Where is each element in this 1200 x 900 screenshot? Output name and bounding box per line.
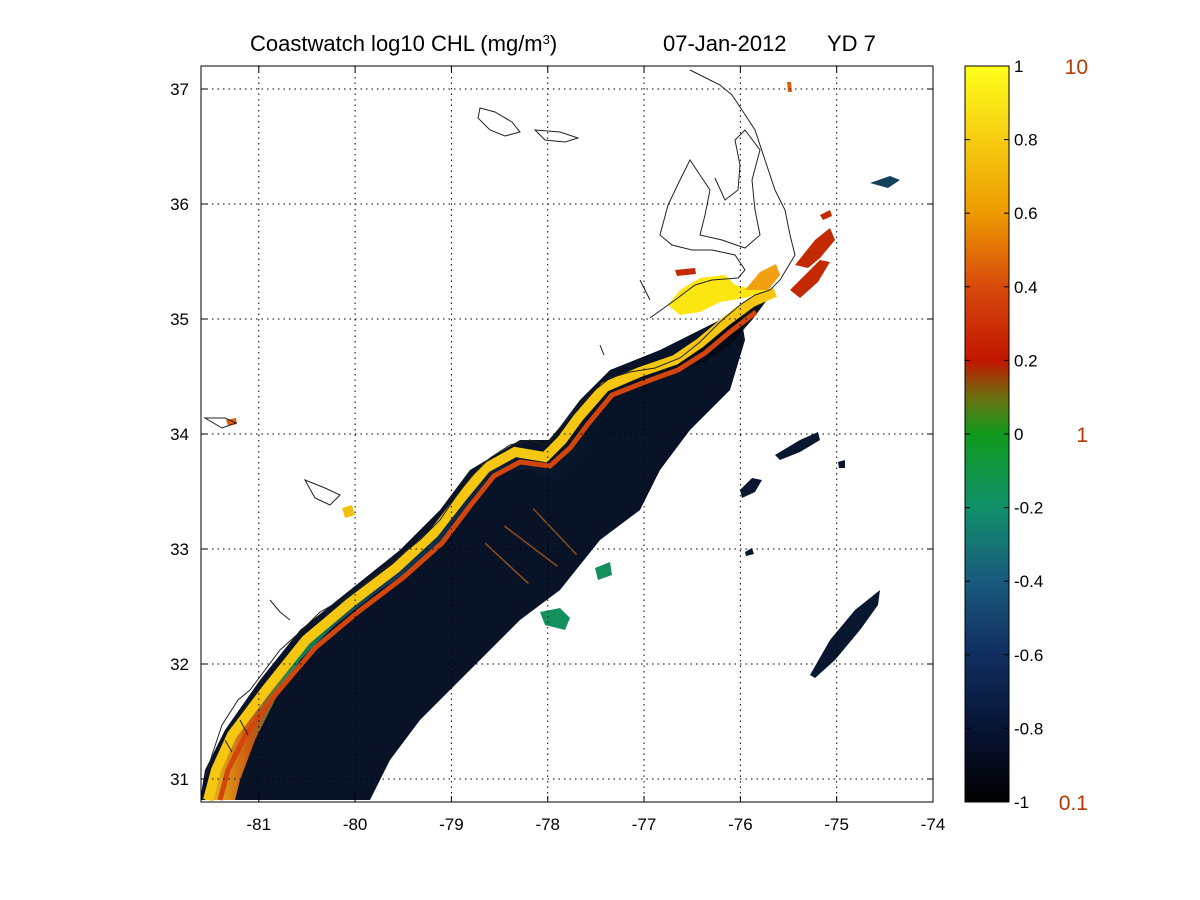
coastline-layer <box>203 69 796 781</box>
river-outline <box>224 279 651 753</box>
colorbar-tick-label: 0.8 <box>1014 131 1038 150</box>
offshore-patch-4 <box>870 176 900 188</box>
sound-outline <box>649 129 761 319</box>
map-yearday: YD 7 <box>827 31 876 56</box>
offshore-patch-2 <box>740 478 762 498</box>
outer-banks-red-patch <box>790 228 835 298</box>
x-tick-label: -76 <box>728 815 753 834</box>
inland-bloom <box>342 505 355 518</box>
colorbar <box>964 65 1010 803</box>
x-tick-label: -81 <box>247 815 272 834</box>
transect-line <box>503 525 558 567</box>
chlorophyll-data-layer <box>201 82 900 802</box>
y-tick-label: 35 <box>170 310 189 329</box>
concentration-label: 0.1 <box>1059 792 1088 815</box>
concentration-labels: 10 1 0.1 <box>1059 56 1088 815</box>
x-axis-ticks: -81 -80 -79 -78 -77 -76 -75 -74 <box>247 66 946 834</box>
transect-lines <box>484 508 578 585</box>
pamlico-sound-bloom <box>668 265 780 315</box>
coastline <box>204 69 796 781</box>
inland-lake-outline <box>203 107 580 506</box>
colorbar-tick-label: 0.6 <box>1014 204 1038 223</box>
colorbar-ticks: 1 0.8 0.6 0.4 0.2 0 -0.2 -0.4 -0.6 -0.8 -1 <box>965 57 1043 812</box>
x-tick-label: -75 <box>824 815 849 834</box>
colorbar-tick-label: 0.4 <box>1014 278 1038 297</box>
x-tick-label: -77 <box>632 815 657 834</box>
coastal-red-fringe <box>217 310 758 801</box>
transect-line <box>484 542 530 585</box>
x-tick-label: -74 <box>921 815 946 834</box>
offshore-low-chl-region <box>201 310 745 800</box>
concentration-label: 10 <box>1065 56 1088 79</box>
y-tick-label: 31 <box>170 770 189 789</box>
y-tick-label: 34 <box>170 425 189 444</box>
offshore-patch-5 <box>745 460 845 556</box>
offshore-patch-3 <box>810 590 880 678</box>
y-tick-label: 33 <box>170 540 189 559</box>
colorbar-tick-label: -0.2 <box>1014 499 1043 518</box>
y-tick-label: 36 <box>170 195 189 214</box>
map-grid <box>201 66 933 802</box>
colorbar-tick-label: -1 <box>1014 793 1029 812</box>
y-tick-label: 37 <box>170 80 189 99</box>
colorbar-tick-label: 0 <box>1014 425 1023 444</box>
y-axis-ticks: 37 36 35 34 33 32 31 <box>170 80 933 789</box>
offshore-patch-1 <box>775 432 820 460</box>
inland-bloom-3 <box>787 82 792 92</box>
map-title: Coastwatch log10 CHL (mg/m3) <box>250 31 557 56</box>
outer-banks-red-small <box>675 210 832 276</box>
colorbar-tick-label: 0.2 <box>1014 351 1038 370</box>
map-date: 07-Jan-2012 <box>663 31 787 56</box>
colorbar-tick-label: 1 <box>1014 57 1023 76</box>
y-tick-label: 32 <box>170 655 189 674</box>
colorbar-tick-label: -0.4 <box>1014 572 1043 591</box>
colorbar-tick-label: -0.6 <box>1014 646 1043 665</box>
x-tick-label: -78 <box>535 815 560 834</box>
offshore-green-patch <box>540 562 612 630</box>
colorbar-tick-label: -0.8 <box>1014 719 1043 738</box>
concentration-label: 1 <box>1076 424 1088 447</box>
transect-line <box>532 508 578 556</box>
x-tick-label: -79 <box>439 815 464 834</box>
pamlico-sound-orange <box>745 264 780 290</box>
x-tick-label: -80 <box>343 815 368 834</box>
